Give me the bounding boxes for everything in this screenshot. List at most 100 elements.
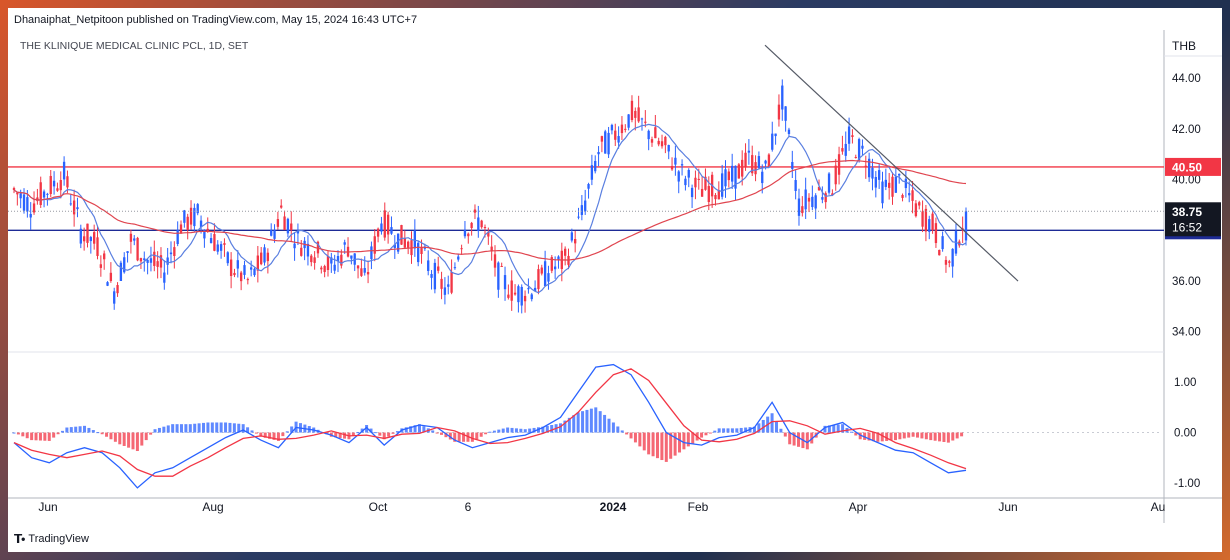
candle-body [523,295,527,302]
candle-body [714,194,717,200]
macd-histogram-bar [774,421,778,433]
candle-body [176,229,179,245]
macd-histogram-bar [365,425,369,433]
macd-histogram-bar [215,422,219,433]
candle-body [286,218,290,234]
candle-body [821,197,824,200]
candle-body [447,284,450,287]
macd-histogram-bar [157,427,161,433]
candle-body [764,160,767,164]
macd-histogram-bar [404,427,408,433]
macd-histogram-bar [576,412,580,433]
candle-body [610,124,614,131]
candle-body [246,279,249,281]
macd-histogram-bar [559,423,563,433]
candle-body [467,233,470,237]
candle-body [430,273,433,278]
macd-histogram-bar [250,430,254,433]
candle-body [824,193,827,203]
candle-body [136,237,139,261]
candle-body [12,188,16,190]
brand-footer[interactable]: 𝗧• TradingView [14,532,89,546]
macd-histogram-bar [462,432,466,442]
candle-body [330,257,333,264]
candle-body [213,234,216,251]
chart-frame: Dhanaiphat_Netpitoon published on Tradin… [8,8,1222,552]
candle-body [584,200,587,212]
macd-histogram-bar [43,432,47,441]
macd-histogram-bar [603,414,607,433]
time-tick-label: Oct [369,500,388,514]
candle-body [363,268,366,273]
candle-body [934,223,938,244]
currency-label: THB [1172,39,1196,53]
candle-body [647,130,650,140]
macd-histogram-bar [21,432,25,437]
macd-histogram-bar [572,415,576,433]
macd-signal-line [13,368,967,477]
candle-body [597,152,600,155]
macd-histogram-bar [285,431,289,433]
last-price-label: 38.75 [1172,205,1202,219]
candle-body [630,100,634,121]
price-tick-label: 40.00 [1172,175,1201,187]
macd-histogram-bar [744,427,748,433]
macd-histogram-bar [797,432,801,447]
macd-histogram-bar [171,424,175,433]
macd-histogram-bar [263,432,267,438]
candle-body [229,259,233,277]
macd-histogram-bar [942,432,946,442]
candle-body [376,228,380,237]
candle-body [89,237,92,242]
macd-histogram-bar [83,425,87,433]
candle-body [884,179,887,187]
candle-body [727,171,731,181]
candle-body [928,219,931,232]
candle-body [290,223,293,231]
macd-histogram-bar [563,420,567,433]
time-tick-label: Jun [998,500,1017,514]
candle-body [356,265,360,269]
candle-body [59,180,62,191]
macd-histogram-bar [149,432,153,435]
candle-body [189,207,193,225]
candle-body [627,114,630,128]
macd-histogram-bar [241,424,245,433]
candle-body [253,268,256,276]
macd-histogram-bar [863,432,867,440]
macd-histogram-bar [91,430,95,433]
candle-body [383,210,386,238]
macd-histogram-bar [911,432,915,437]
candle-body [700,188,704,197]
macd-histogram-bar [642,432,646,451]
macd-histogram-bar [633,432,637,443]
price-chart-svg[interactable]: THB44.0042.0040.0038.0036.0034.001.000.0… [8,8,1222,552]
candle-body [854,157,857,159]
candle-body [153,251,156,266]
macd-histogram-bar [730,428,734,433]
symbol-legend[interactable]: THE KLINIQUE MEDICAL CLINIC PCL, 1D, SET [20,40,249,52]
candle-body [166,257,169,265]
candle-body [747,150,751,153]
macd-histogram-bar [867,432,871,441]
macd-histogram-bar [920,432,924,439]
macd-histogram-bar [47,432,51,441]
macd-histogram-bar [202,422,206,433]
macd-histogram-bar [938,432,942,442]
macd-histogram-bar [391,432,395,434]
macd-histogram-bar [259,432,263,437]
candle-body [39,182,42,206]
ma-fast-line [13,123,967,294]
candle-body [777,104,781,120]
macd-histogram-bar [598,411,602,433]
macd-histogram-bar [334,432,338,438]
macd-histogram-bar [470,432,474,442]
candle-body [103,253,106,260]
macd-histogram-bar [638,432,642,447]
macd-histogram-bar [206,422,210,433]
macd-histogram-bar [836,424,840,433]
macd-histogram-bar [113,432,117,442]
candle-body [116,285,119,294]
candle-body [413,230,417,249]
candle-body [336,255,340,262]
